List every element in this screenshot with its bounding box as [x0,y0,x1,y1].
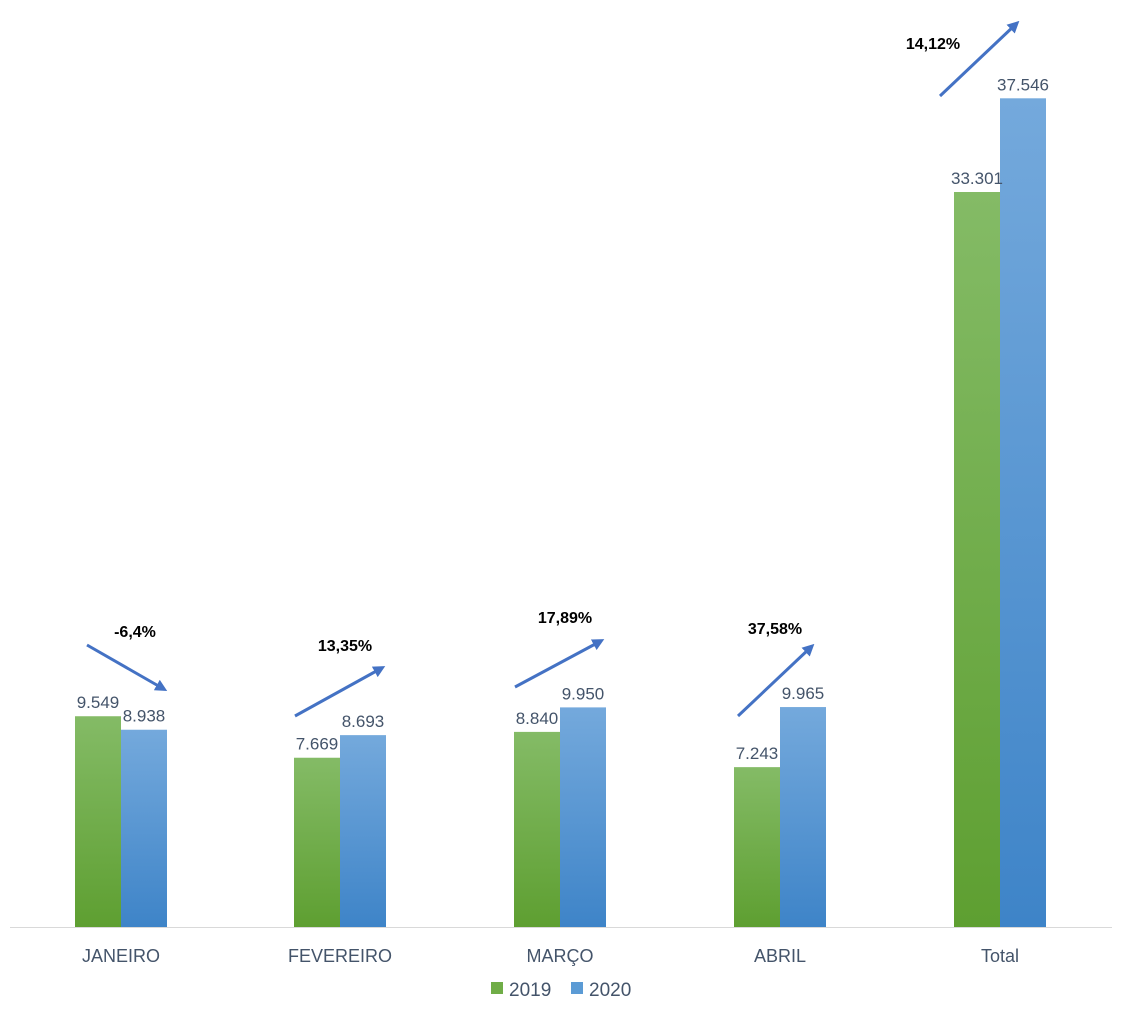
bar-2019-janeiro [75,716,121,927]
x-tick-label: FEVEREIRO [288,946,392,966]
x-tick-label: MARÇO [527,946,594,966]
percent-change-label: 17,89% [538,610,592,627]
trend-arrow-up-icon [294,666,386,718]
x-tick-label: Total [981,946,1019,966]
percent-change-label: 37,58% [748,621,802,638]
data-label: 33.301 [951,169,1003,188]
legend-swatch-2020 [571,982,583,994]
trend-arrow-up-icon [938,20,1020,98]
legend-label: 2020 [589,980,631,1001]
legend-label: 2019 [509,980,551,1001]
bar-2019-março [514,731,560,927]
legend: 2019 2020 [491,980,631,1001]
x-tick-label: ABRIL [754,946,806,966]
data-label: 8.938 [123,707,166,726]
bar-2020-janeiro [121,729,167,927]
data-label: 7.669 [296,735,339,754]
bar-2019-fevereiro [294,757,340,927]
percent-change-label: 13,35% [318,638,372,655]
trend-arrow-down-icon [86,643,168,691]
data-label: 8.693 [342,712,385,731]
data-label: 8.840 [516,709,559,728]
percent-change-label: -6,4% [114,624,156,641]
data-label: 9.950 [562,684,605,703]
percent-change-label: 14,12% [906,36,960,53]
bar-2019-abril [734,767,780,927]
bar-2020-total [1000,98,1046,927]
bar-2020-março [560,707,606,927]
bar-2020-fevereiro [340,735,386,927]
x-tick-label: JANEIRO [82,946,160,966]
bar-2019-total [954,191,1000,927]
data-label: 37.546 [997,75,1049,94]
legend-swatch-2019 [491,982,503,994]
data-label: 7.243 [736,744,779,763]
data-label: 9.965 [782,684,825,703]
data-label: 9.549 [77,693,120,712]
trend-arrow-up-icon [736,643,815,718]
trend-arrow-up-icon [514,639,605,689]
bar-2020-abril [780,707,826,927]
